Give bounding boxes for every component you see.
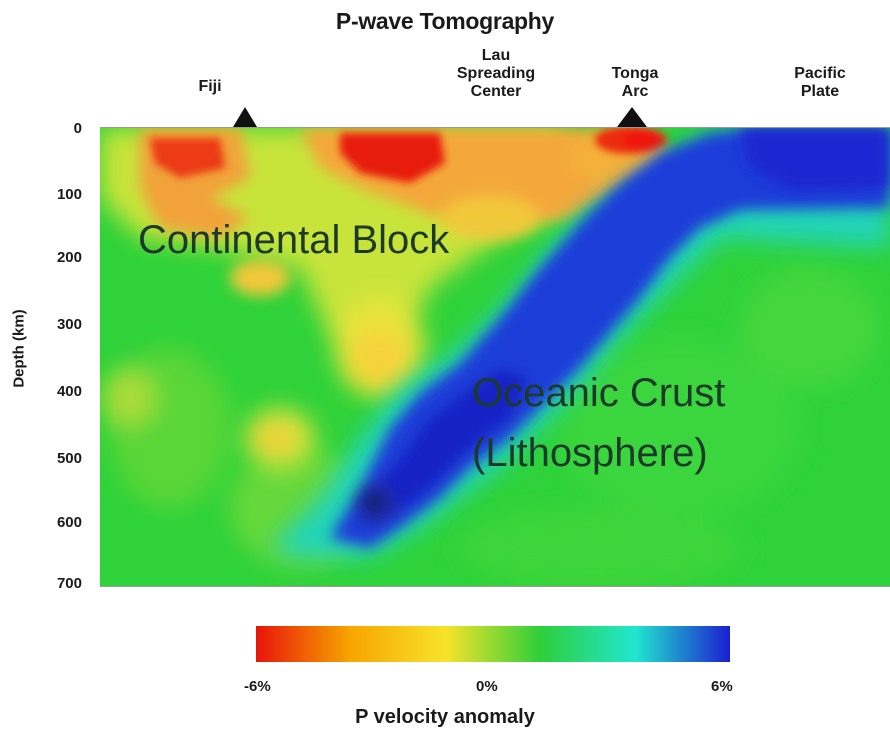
colorbar: [256, 626, 730, 662]
y-tick-500: 500: [56, 450, 82, 467]
y-tick-300: 300: [56, 316, 82, 333]
location-label-fiji: Fiji: [198, 78, 222, 95]
y-axis-label: Depth (km): [10, 309, 28, 388]
location-label-lau: Lau Spreading Center: [430, 47, 562, 101]
tomography-image: Continental Block Oceanic Crust (Lithosp…: [100, 128, 890, 586]
colorbar-max-label: 6%: [711, 678, 733, 695]
region-label-oceanic-line1: Oceanic Crust: [472, 371, 725, 415]
y-tick-400: 400: [56, 383, 82, 400]
y-tick-0: 0: [73, 120, 82, 137]
location-label-pacific-line1: Pacific: [794, 65, 846, 82]
fiji-marker-icon: [233, 107, 257, 127]
region-label-continental: Continental Block: [138, 218, 450, 262]
y-tick-200: 200: [56, 249, 82, 266]
y-tick-600: 600: [56, 514, 82, 531]
location-label-tonga: Tonga Arc: [592, 65, 678, 101]
colorbar-min-label: -6%: [244, 678, 271, 695]
location-label-pacific: Pacific Plate: [780, 65, 860, 101]
slow-anomaly-red: [150, 128, 667, 183]
location-label-tonga-line1: Tonga: [611, 65, 659, 82]
chart-title: P-wave Tomography: [335, 8, 555, 34]
colorbar-mid-label: 0%: [476, 678, 498, 695]
y-tick-700: 700: [56, 575, 82, 592]
slab-core: [330, 128, 890, 548]
y-tick-100: 100: [56, 186, 82, 203]
tonga-marker-icon: [617, 107, 647, 127]
region-label-oceanic-line2: (Lithosphere): [472, 431, 708, 475]
location-label-lau-line1: Lau: [481, 47, 511, 64]
location-label-lau-line3: Center: [470, 83, 522, 100]
pacific-plate-deep-blue: [740, 128, 890, 190]
location-label-tonga-line2: Arc: [621, 83, 649, 100]
location-label-pacific-line2: Plate: [800, 83, 840, 100]
location-label-lau-line2: Spreading: [456, 65, 536, 82]
colorbar-title: P velocity anomaly: [355, 706, 535, 728]
tomography-plot: Continental Block Oceanic Crust (Lithosp…: [100, 127, 890, 587]
